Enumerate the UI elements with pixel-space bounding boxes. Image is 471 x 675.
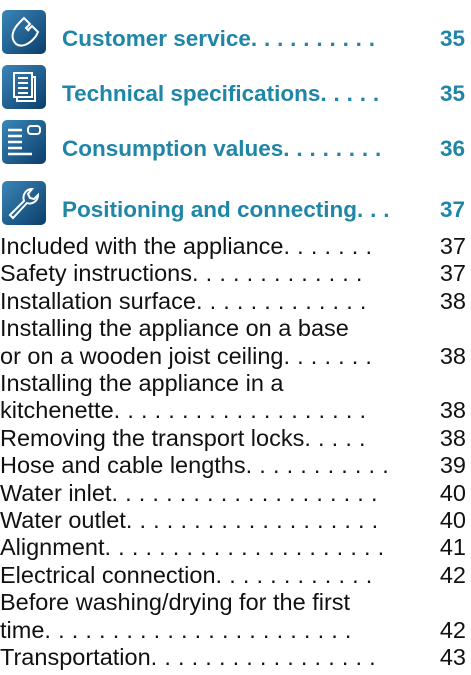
entry-row: Alignment . . . . . . . . . . . . . . . … — [0, 534, 466, 561]
page-number: 38 — [439, 287, 466, 314]
entry-text: Installation surface — [0, 287, 196, 314]
wrench-icon — [2, 181, 46, 225]
page-number: 35 — [439, 26, 465, 51]
page-number: 37 — [439, 197, 465, 222]
page-number: 40 — [439, 479, 466, 506]
leader: . . . . . . . . . . — [250, 26, 376, 51]
entry-row: Installation surface. . . . . . . . . . … — [0, 288, 466, 315]
leader: . . . — [357, 197, 390, 222]
leader: . . . . . . . . . . . . . . . . . . . — [113, 397, 367, 424]
values-icon — [2, 120, 46, 164]
toc-entry: Installing the appliance on a base or on … — [0, 315, 466, 370]
page-number: 40 — [439, 507, 466, 533]
page-number: 35 — [439, 81, 465, 106]
section: Customer service . . . . . . . . . . 35 — [0, 10, 471, 56]
leader: . . . . . . . — [283, 233, 373, 259]
toc-entry: Safety instructions . . . . . . . . . . … — [0, 260, 466, 287]
leader: . . . . . . . . . . . . . . . . . — [150, 644, 377, 670]
entry-text: Water inlet — [0, 479, 112, 506]
phone-icon — [2, 10, 46, 54]
toc-entry: Electrical connection . . . . . . . . . … — [0, 562, 466, 589]
page-number: 38 — [439, 397, 466, 424]
entry-row: or on a wooden joist ceiling. . . . . . … — [0, 343, 466, 370]
entry-text: or on a wooden joist ceiling — [0, 342, 284, 369]
entry-row: Hose and cable lengths. . . . . . . . . … — [0, 452, 466, 479]
entry-text: Removing the transport locks — [0, 424, 305, 451]
page-number: 42 — [439, 616, 466, 643]
leader: . . . . . . . . . . . . . . . . . . . . … — [104, 534, 385, 561]
toc-entry: Included with the appliance. . . . . . .… — [0, 233, 466, 260]
entry-text: Installing the appliance on a base — [0, 315, 349, 342]
section-row: Consumption values . . . . . . . . 36 — [62, 136, 465, 162]
section: Consumption values . . . . . . . . 36 — [0, 120, 471, 166]
section: Positioning and connecting. . . 37 — [0, 181, 471, 227]
toc-entry: Water inlet . . . . . . . . . . . . . . … — [0, 480, 466, 507]
toc-entry: Alignment . . . . . . . . . . . . . . . … — [0, 534, 466, 561]
section: Technical specifications . . . . . 35 — [0, 65, 471, 111]
entry-row: time . . . . . . . . . . . . . . . . . .… — [0, 617, 466, 644]
toc-entry: Hose and cable lengths. . . . . . . . . … — [0, 452, 466, 479]
leader: . . . . . . . . . . . . . . . . . . . — [125, 507, 379, 533]
page-number: 37 — [439, 233, 466, 259]
entry-text: time — [0, 616, 45, 643]
leader: . . . . . . . . . . . . . . . . . . . . … — [44, 616, 352, 643]
section-row: Technical specifications . . . . . 35 — [62, 81, 465, 107]
leader: . . . . . . . . . . . . . — [192, 260, 363, 287]
leader: . . . . . . . . . . . . . . . . . . . . — [111, 479, 378, 506]
entry-text: Before washing/drying for the first — [0, 589, 351, 616]
page-number: 41 — [439, 534, 466, 561]
toc-entry: Water outlet . . . . . . . . . . . . . .… — [0, 507, 466, 534]
document-icon — [2, 65, 46, 109]
title: Consumption values — [62, 136, 284, 161]
page-number: 38 — [439, 424, 466, 451]
entry-row: kitchenette . . . . . . . . . . . . . . … — [0, 397, 466, 424]
entry-row: Transportation . . . . . . . . . . . . .… — [0, 644, 466, 671]
toc-entry: Installation surface. . . . . . . . . . … — [0, 288, 466, 315]
entry-text: Hose and cable lengths — [0, 452, 246, 479]
entry-row: Water outlet . . . . . . . . . . . . . .… — [0, 507, 466, 534]
leader: . . . . . — [304, 424, 366, 451]
toc-entry: Installing the appliance in a kitchenette… — [0, 370, 466, 425]
leader: . . . . . — [320, 81, 380, 106]
title: Technical specifications — [62, 81, 321, 106]
entry-row: Safety instructions . . . . . . . . . . … — [0, 260, 466, 287]
toc-entry: Transportation . . . . . . . . . . . . .… — [0, 644, 466, 671]
toc-entry: Before washing/drying for the first time … — [0, 589, 466, 644]
page-number: 39 — [439, 452, 466, 479]
entry-row: Removing the transport locks . . . . . 38 — [0, 425, 466, 452]
page-number: 38 — [439, 342, 466, 369]
entry-row: Electrical connection . . . . . . . . . … — [0, 562, 466, 589]
leader: . . . . . . . . . . . . . — [195, 287, 367, 314]
entry-text: Alignment — [0, 534, 105, 561]
page-number: 36 — [439, 136, 465, 161]
title: Customer service — [62, 26, 251, 51]
toc-entry: Removing the transport locks . . . . . 38 — [0, 425, 466, 452]
section-row: Positioning and connecting. . . 37 — [62, 197, 465, 223]
leader: . . . . . . . . — [283, 136, 382, 161]
title: Positioning and connecting — [62, 197, 357, 222]
entry-text: Safety instructions — [0, 260, 193, 287]
entry-text: Transportation — [0, 644, 151, 670]
leader: . . . . . . . — [283, 342, 373, 369]
entry-text: Water outlet — [0, 507, 126, 533]
page-number: 37 — [439, 260, 466, 287]
entry-text: Included with the appliance — [0, 233, 284, 259]
page-number: 42 — [439, 561, 466, 588]
entry-row: Water inlet . . . . . . . . . . . . . . … — [0, 480, 466, 507]
page-number: 43 — [439, 644, 466, 670]
entry-row: Included with the appliance. . . . . . .… — [0, 233, 466, 260]
entry-text: kitchenette — [0, 397, 114, 424]
entry-text: Electrical connection — [0, 561, 216, 588]
entry-text: Installing the appliance in a — [0, 370, 284, 396]
leader: . . . . . . . . . . . — [245, 452, 390, 479]
section-row: Customer service . . . . . . . . . . 35 — [62, 26, 465, 52]
leader: . . . . . . . . . . . . — [215, 561, 373, 588]
